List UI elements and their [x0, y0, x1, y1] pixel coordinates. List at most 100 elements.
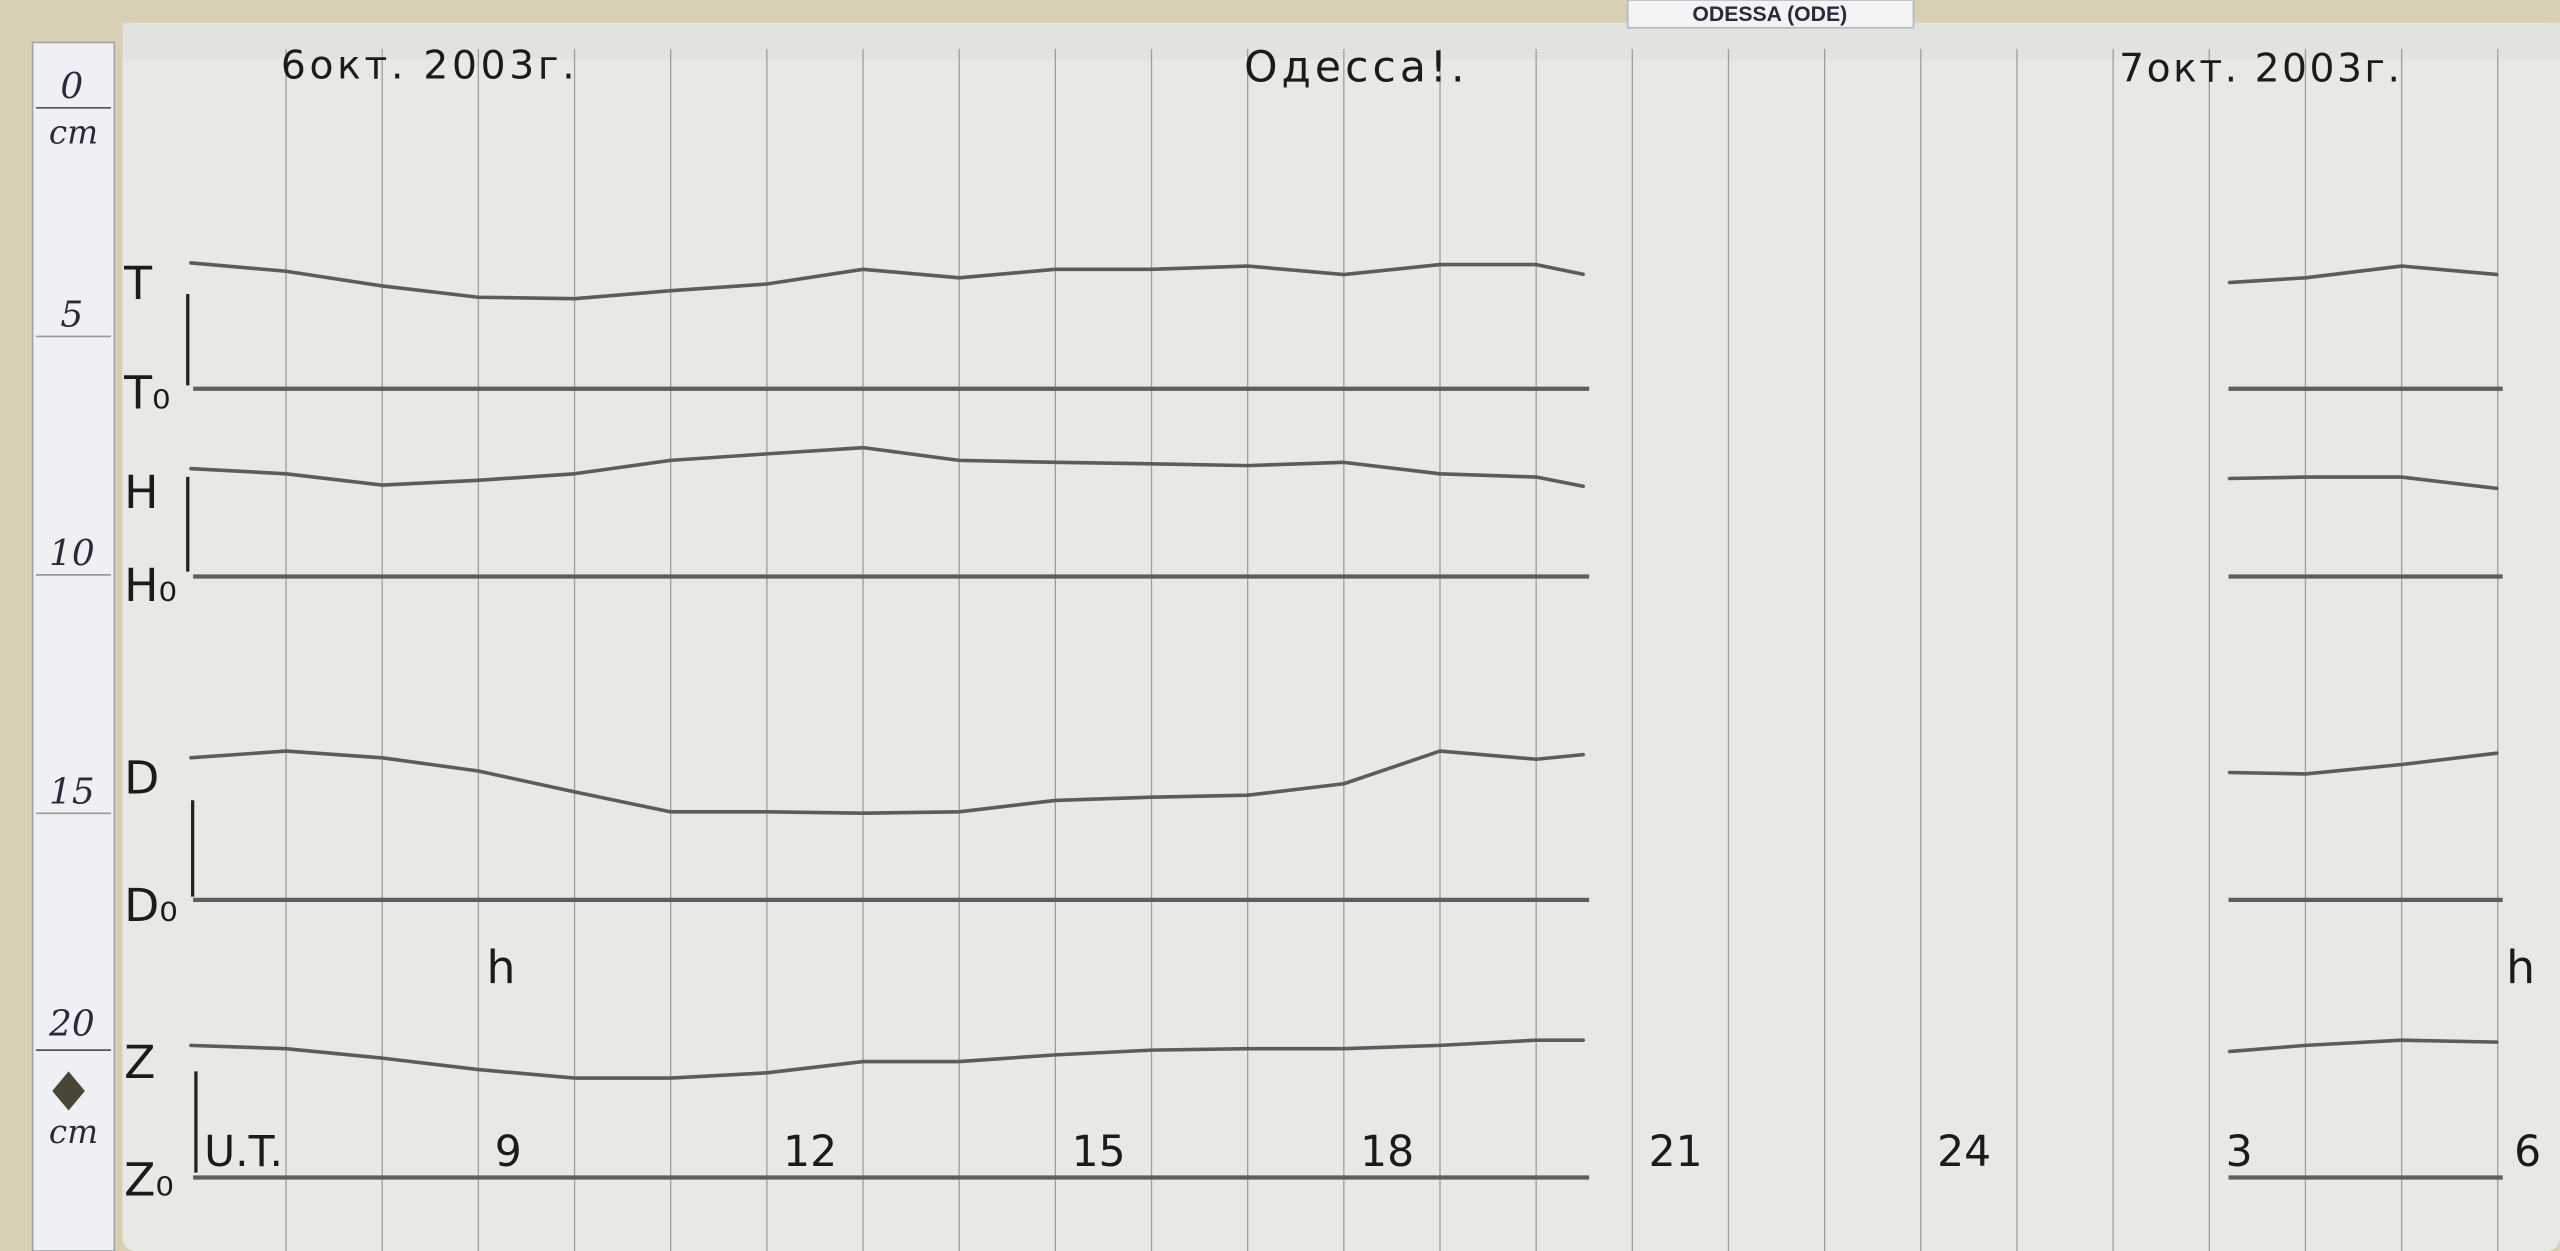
trace-point-Z: [1342, 1047, 1345, 1050]
time-label: 12: [783, 1128, 837, 1177]
time-label: 18: [1360, 1128, 1414, 1177]
trace-point-D: [1583, 753, 1586, 756]
trace-point-H: [958, 459, 961, 462]
trace-point-H: [1583, 485, 1586, 488]
trace-point-H: [381, 484, 384, 487]
trace-Z: [2228, 1038, 2498, 1054]
trace-Z: [189, 1038, 1585, 1080]
trace-point-H: [1054, 461, 1057, 464]
trace-point-H: [2304, 476, 2307, 479]
time-label: 15: [1072, 1128, 1126, 1177]
trace-point-H: [188, 467, 191, 470]
time-label: U.T.: [204, 1128, 283, 1177]
trace-point-Z: [1150, 1049, 1153, 1052]
trace-point-H: [1439, 472, 1441, 475]
trace-point-H: [1150, 462, 1153, 465]
trace-point-Z: [958, 1060, 961, 1063]
label-H: H: [124, 466, 158, 519]
trace-point-H: [477, 479, 480, 482]
trace-point-T: [2304, 276, 2307, 279]
trace-point-T: [1054, 268, 1057, 271]
trace-point-Z: [669, 1077, 672, 1080]
trace-point-Z: [573, 1077, 576, 1080]
plastic-strip: [122, 22, 2560, 59]
trace-point-T: [1535, 263, 1538, 266]
label-D0: D₀: [124, 879, 178, 932]
trace-point-T: [1583, 273, 1586, 276]
trace-T: [189, 260, 1585, 301]
trace-point-D: [958, 810, 961, 813]
scale-mark-right: h: [2506, 941, 2535, 994]
time-label: 9: [495, 1128, 522, 1177]
trace-point-D: [477, 770, 480, 773]
trace-point-D: [573, 790, 576, 793]
trace-point-D: [2227, 771, 2230, 774]
trace-point-D: [1439, 750, 1441, 753]
hour-grid: [285, 48, 2499, 1251]
time-label: 6: [2514, 1128, 2541, 1177]
trace-point-H: [2227, 477, 2230, 480]
trace-point-T: [188, 261, 191, 264]
trace-point-T: [381, 284, 384, 287]
trace-point-H: [669, 459, 672, 462]
trace-point-D: [1054, 799, 1057, 802]
date-right: 7окт. 2003г.: [2119, 47, 2400, 92]
label-D: D: [124, 752, 159, 805]
trace-point-T: [958, 276, 961, 279]
trace-point-T: [285, 270, 288, 273]
trace-point-H: [573, 472, 576, 475]
trace-point-T: [1246, 265, 1249, 268]
trace-point-T: [1150, 268, 1153, 271]
trace-point-H: [285, 472, 288, 475]
trace-point-D: [862, 812, 864, 815]
ruler-label-10: 10: [49, 533, 95, 574]
trace-point-D: [2496, 752, 2499, 755]
ruler-label-20: 20: [48, 1003, 95, 1044]
trace-point-Z: [188, 1044, 191, 1047]
trace-point-T: [862, 268, 864, 271]
scale-mark-left: h: [487, 941, 516, 994]
trace-D: [189, 749, 1585, 815]
trace-point-H: [1246, 464, 1249, 467]
trace-point-D: [381, 756, 384, 759]
label-H0: H₀: [124, 559, 177, 612]
station-tag-label: ODESSA (ODE): [1692, 3, 1847, 26]
trace-point-T: [669, 289, 672, 292]
trace-point-D: [669, 810, 672, 813]
trace-point-D: [1342, 782, 1345, 785]
trace-point-D: [2400, 763, 2403, 766]
label-Z: Z: [124, 1036, 155, 1089]
trace-point-T: [2227, 281, 2230, 284]
ruler-label-15: 15: [49, 772, 95, 813]
trace-point-T: [573, 297, 576, 300]
trace-point-Z: [1583, 1039, 1586, 1042]
trace-point-H: [2400, 476, 2403, 479]
trace-point-H: [862, 446, 864, 449]
trace-point-H: [765, 452, 768, 455]
trace-point-Z: [1054, 1053, 1057, 1056]
station-name: Одесса!.: [1244, 44, 1464, 93]
trace-point-Z: [765, 1071, 768, 1074]
ruler-diamond-icon: [52, 1071, 85, 1111]
trace-point-Z: [381, 1057, 384, 1060]
trace-point-T: [765, 283, 768, 286]
ruler-label-5: 5: [60, 295, 83, 336]
trace-T: [2228, 264, 2498, 285]
trace-point-T: [477, 296, 480, 299]
label-T: T: [123, 257, 153, 310]
ruler-unit-top: cm: [49, 114, 98, 152]
trace-point-D: [2304, 772, 2307, 775]
date-left: 6окт. 2003г.: [281, 43, 575, 88]
trace-point-Z: [2227, 1050, 2230, 1053]
time-label: 3: [2226, 1128, 2253, 1177]
trace-point-Z: [2304, 1044, 2307, 1047]
label-Z0: Z₀: [124, 1153, 174, 1206]
time-axis-labels: U.T. 9 12 15 18 21 24 3 6: [204, 1128, 2541, 1177]
trace-point-Z: [862, 1060, 864, 1063]
trace-point-T: [1342, 273, 1345, 276]
ruler-unit-bottom: cm: [49, 1113, 98, 1151]
trace-point-D: [1535, 758, 1538, 761]
trace-H: [2228, 475, 2499, 491]
trace-point-Z: [285, 1047, 288, 1050]
